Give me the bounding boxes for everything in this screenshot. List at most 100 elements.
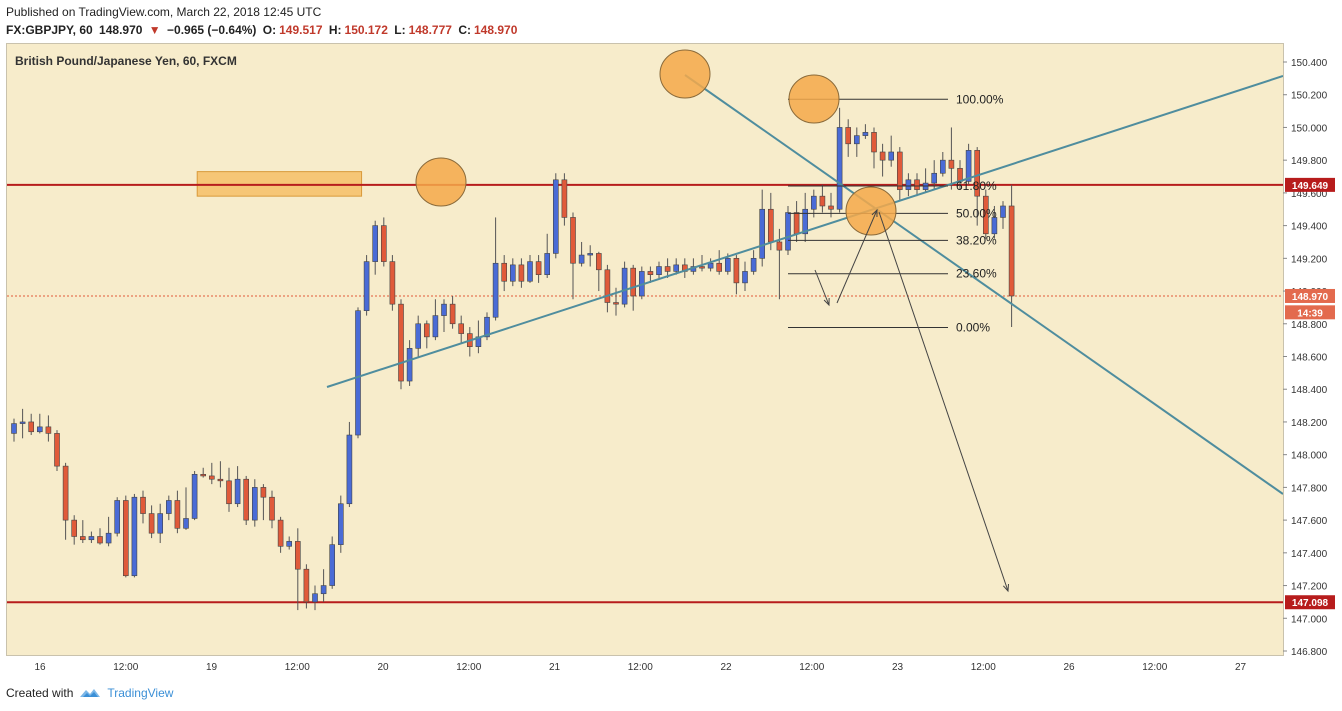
- ascending-trendline: [326, 75, 1283, 388]
- y-tick-label: 150.200: [1291, 91, 1328, 102]
- tradingview-logo-icon[interactable]: [79, 687, 101, 699]
- price-axis-label: 14:39: [1297, 308, 1323, 319]
- candle-down: [380, 225, 387, 262]
- fib-level-label: 100.00%: [956, 92, 1004, 106]
- candle-down: [148, 513, 155, 534]
- open-label: O:: [262, 23, 277, 37]
- candle-down: [303, 568, 310, 603]
- candle-up: [19, 421, 26, 424]
- candle-up: [36, 426, 43, 433]
- down-arrow-icon: ▼: [148, 23, 161, 37]
- descending-trendline: [684, 74, 1283, 495]
- candle-down: [1008, 205, 1015, 297]
- candle-up: [157, 513, 163, 534]
- y-tick-label: 150.400: [1291, 58, 1328, 69]
- candle-up: [578, 254, 585, 264]
- y-tick-label: 147.600: [1291, 516, 1328, 527]
- price-axis-label-bg: [1285, 177, 1335, 192]
- candle-down: [389, 261, 396, 305]
- y-tick-label: 149.400: [1291, 222, 1328, 233]
- candle-down: [243, 478, 249, 521]
- candle-down: [277, 519, 284, 547]
- tradingview-link[interactable]: TradingView: [107, 686, 174, 700]
- candle-up: [587, 253, 594, 256]
- y-tick-label: 149.200: [1291, 254, 1328, 265]
- candle-down: [200, 473, 206, 477]
- fib-level-label: 38.20%: [956, 233, 997, 247]
- fib-level-label: 23.60%: [956, 267, 997, 281]
- candle-down: [767, 208, 774, 243]
- close-label: C:: [458, 23, 471, 37]
- x-tick-label: 22: [720, 662, 732, 673]
- candle-down: [982, 195, 989, 235]
- candle-up: [905, 179, 912, 190]
- footer: Created with TradingView: [6, 686, 173, 700]
- x-tick-label: 16: [34, 662, 46, 673]
- highlight-circle: [788, 74, 840, 124]
- candle-down: [974, 150, 981, 197]
- high-label: H:: [328, 23, 342, 37]
- candle-up: [11, 423, 17, 434]
- candle-down: [423, 323, 430, 338]
- candle-down: [518, 264, 525, 282]
- candle-down: [896, 151, 903, 190]
- candle-up: [1000, 205, 1006, 218]
- candle-up: [114, 500, 120, 534]
- low-value: 148.777: [408, 23, 452, 37]
- candle-down: [209, 475, 215, 480]
- projection-arrow-1: [814, 269, 830, 306]
- candle-down: [819, 195, 826, 207]
- candle-up: [991, 217, 998, 235]
- high-value: 150.172: [344, 23, 388, 37]
- projection-arrow-3-head: [1002, 583, 1009, 593]
- candle-up: [802, 208, 809, 235]
- candle-down: [71, 519, 77, 537]
- candle-down: [776, 241, 783, 251]
- x-tick-label: 12:00: [628, 662, 653, 673]
- close-value: 148.970: [473, 23, 518, 37]
- y-tick-label: 147.800: [1291, 483, 1328, 494]
- candle-up: [939, 159, 946, 174]
- candle-down: [793, 212, 800, 235]
- candle-down: [613, 302, 619, 305]
- candle-down: [595, 253, 602, 271]
- candle-up: [759, 208, 766, 259]
- candle-down: [80, 536, 86, 541]
- candle-up: [406, 348, 413, 382]
- candle-down: [123, 500, 129, 577]
- chart-title: British Pound/Japanese Yen, 60, FXCM: [15, 54, 237, 68]
- candle-down: [458, 323, 465, 334]
- x-tick-label: 23: [892, 662, 904, 673]
- fib-level-label: 50.00%: [956, 206, 997, 220]
- candle-up: [432, 315, 439, 338]
- price-axis[interactable]: [1284, 43, 1342, 656]
- created-with-label: Created with: [6, 686, 74, 700]
- highlight-circle: [659, 49, 711, 99]
- candle-up: [656, 266, 662, 275]
- y-tick-label: 147.000: [1291, 614, 1328, 625]
- candle-down: [45, 426, 52, 434]
- candle-up: [234, 478, 241, 505]
- candle-down: [28, 421, 35, 433]
- candle-down: [62, 465, 69, 521]
- candle-down: [226, 480, 232, 505]
- last-price: 148.970: [99, 23, 143, 37]
- candle-up: [621, 267, 628, 305]
- candle-up: [346, 434, 353, 505]
- projection-arrow-3: [878, 211, 1009, 592]
- candle-down: [604, 269, 611, 303]
- candle-down: [260, 487, 267, 498]
- candle-up: [355, 310, 361, 436]
- time-axis[interactable]: [6, 656, 1284, 678]
- candle-down: [217, 478, 224, 482]
- candle-up: [337, 503, 344, 545]
- candle-up: [527, 261, 533, 282]
- candle-down: [948, 159, 955, 169]
- symbol-label[interactable]: FX:GBPJPY, 60: [6, 23, 93, 37]
- candle-up: [363, 261, 370, 311]
- candle-up: [810, 195, 817, 210]
- candle-down: [733, 258, 740, 284]
- y-tick-label: 148.200: [1291, 418, 1328, 429]
- candle-up: [286, 541, 293, 547]
- candle-down: [535, 261, 542, 275]
